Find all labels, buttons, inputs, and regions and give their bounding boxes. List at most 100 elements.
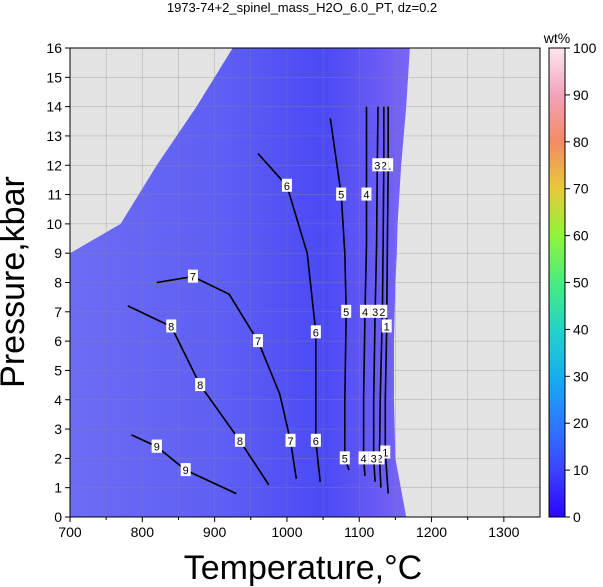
y-tick-label: 9 [54, 245, 62, 261]
x-axis-label: Temperature,°C [184, 549, 422, 587]
contour-label-background [380, 445, 391, 459]
contour-label-background [370, 304, 381, 318]
contour-label-background [180, 463, 191, 477]
contour-label-text: 9 [183, 465, 189, 477]
contour-label: 8 [166, 319, 177, 333]
contour-label-text: 2 [381, 160, 387, 172]
y-tick-label: 7 [54, 304, 62, 320]
colorbar-tick-label: 100 [573, 40, 597, 56]
contour-label: 7 [285, 433, 296, 448]
contour-label-text: 3 [371, 453, 377, 465]
chart-title: 1973-74+2_spinel_mass_H2O_6.0_PT, dz=0.2 [167, 0, 437, 15]
contour-label-background [361, 187, 372, 201]
y-tick-label: 5 [54, 362, 62, 378]
contour-label-text: 8 [168, 321, 174, 333]
y-tick-label: 1 [54, 480, 62, 496]
contour-label-text: 2 [379, 307, 385, 319]
contour-label-text: 6 [284, 181, 290, 193]
contour-label-text: 8 [197, 380, 203, 392]
contour-label-text: 5 [338, 190, 344, 202]
contour-label-text: 6 [313, 327, 319, 339]
contour-label-background [339, 451, 350, 465]
contour-label: 1 [380, 445, 391, 460]
contour-label: 4 [358, 451, 369, 465]
contour-label-text: 1 [384, 321, 390, 333]
contour-label-text: 4 [362, 307, 368, 319]
contour-label-background [310, 325, 321, 339]
contour-label-text: 6 [313, 436, 319, 448]
contour-labels: 111222333444555666777888999 [151, 158, 394, 477]
contour-label: 8 [195, 378, 206, 392]
contour-label-background [377, 304, 388, 318]
contour-label-background [368, 451, 379, 465]
y-tick-label: 8 [54, 275, 62, 291]
contour-label-text: 8 [237, 436, 243, 448]
colorbar-tick-label: 0 [573, 509, 581, 525]
contour-label: 6 [310, 433, 321, 448]
colorbar-tick-label: 30 [573, 368, 589, 384]
contour-label: 3 [368, 451, 379, 465]
y-tick-label: 3 [54, 421, 62, 437]
contour-label-text: 7 [190, 272, 196, 284]
contour-label: 4 [360, 304, 371, 319]
y-tick-label: 11 [47, 187, 62, 203]
y-tick-label: 0 [54, 509, 62, 525]
colorbar-tick-label: 60 [573, 228, 589, 244]
contour-line-9 [131, 434, 237, 495]
contour-label: 6 [310, 325, 321, 339]
x-tick-label: 900 [203, 524, 227, 540]
contour-label-background [341, 304, 352, 318]
colorbar-tick-label: 70 [573, 181, 589, 197]
x-tick-label: 1200 [416, 524, 447, 540]
contour-label-text: 3 [372, 307, 378, 319]
colorbar-tick-label: 80 [573, 134, 589, 150]
contour-label: 3 [370, 304, 381, 319]
colorbar: wt% 0 10 20 30 40 50 60 70 80 90 100 [543, 30, 597, 525]
contour-label-background [166, 319, 177, 333]
x-axis-ticks: 700 800 900 1000 1100 1200 1300 [58, 517, 520, 540]
contour-label-text: 3 [374, 160, 380, 172]
y-tick-label: 4 [54, 392, 62, 408]
y-tick-label: 10 [46, 216, 62, 232]
x-tick-label: 1100 [344, 524, 374, 540]
contour-label-background [378, 158, 389, 172]
contour-label-text: 1 [382, 448, 388, 460]
contour-label-background [336, 187, 347, 201]
x-tick-label: 700 [58, 524, 82, 540]
contour-label-text: 9 [154, 442, 160, 454]
x-tick-label: 1000 [271, 524, 302, 540]
colorbar-tick-label: 90 [573, 87, 589, 103]
contour-label: 5 [336, 187, 347, 202]
contour-label-text: 7 [287, 436, 293, 448]
contour-label-text: 5 [342, 453, 348, 465]
y-axis-label: Pressure,kbar [0, 176, 32, 388]
contour-label-background [360, 304, 371, 318]
contour-label: 7 [187, 269, 198, 284]
contour-label: 2 [377, 304, 388, 319]
contour-label-background [253, 334, 263, 348]
contour-label-text: 4 [361, 453, 367, 465]
x-tick-label: 800 [131, 524, 155, 540]
contour-label-background [151, 439, 162, 453]
y-tick-label: 12 [46, 157, 62, 173]
colorbar-ticks: 0 10 20 30 40 50 60 70 80 90 100 [565, 40, 597, 525]
contour-label: 2 [378, 158, 389, 172]
contour-label: 5 [339, 451, 350, 465]
contour-label-text: 2 [376, 453, 382, 465]
contour-label: 4 [361, 187, 372, 202]
contour-label-text: 4 [363, 190, 369, 202]
contour-label-background [310, 433, 321, 447]
contour-label: 5 [341, 304, 352, 319]
colorbar-tick-label: 20 [573, 415, 589, 431]
contour-label: 9 [151, 439, 162, 454]
colorbar-tick-label: 10 [573, 462, 589, 478]
colorbar-label: wt% [543, 30, 570, 46]
contour-label-text: 7 [255, 336, 261, 348]
contour-label-background [358, 451, 369, 465]
x-tick-label: 1300 [488, 524, 519, 540]
contour-label: 3 [372, 158, 383, 172]
y-tick-label: 13 [46, 128, 62, 144]
y-tick-label: 14 [46, 99, 62, 115]
